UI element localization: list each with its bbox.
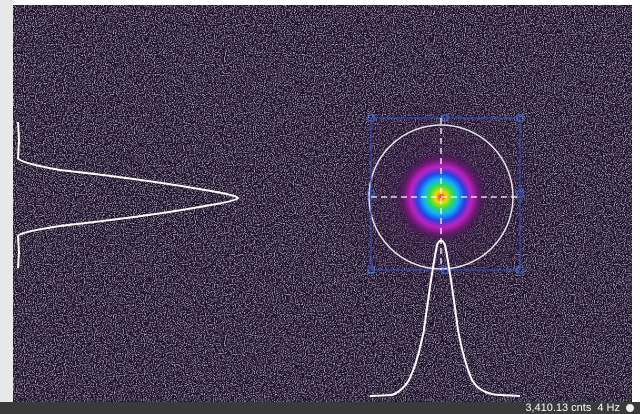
left-border <box>0 0 13 414</box>
counts: 3,410.13 cnts <box>525 402 591 414</box>
beam-view <box>0 0 640 414</box>
status-readout: 3,410.13 cnts 4 Hz <box>525 401 634 414</box>
status-icon[interactable] <box>626 404 634 412</box>
page: 3,410.13 cnts 4 Hz (() => { const data =… <box>0 0 640 414</box>
frame-rate: 4 Hz <box>597 402 620 414</box>
